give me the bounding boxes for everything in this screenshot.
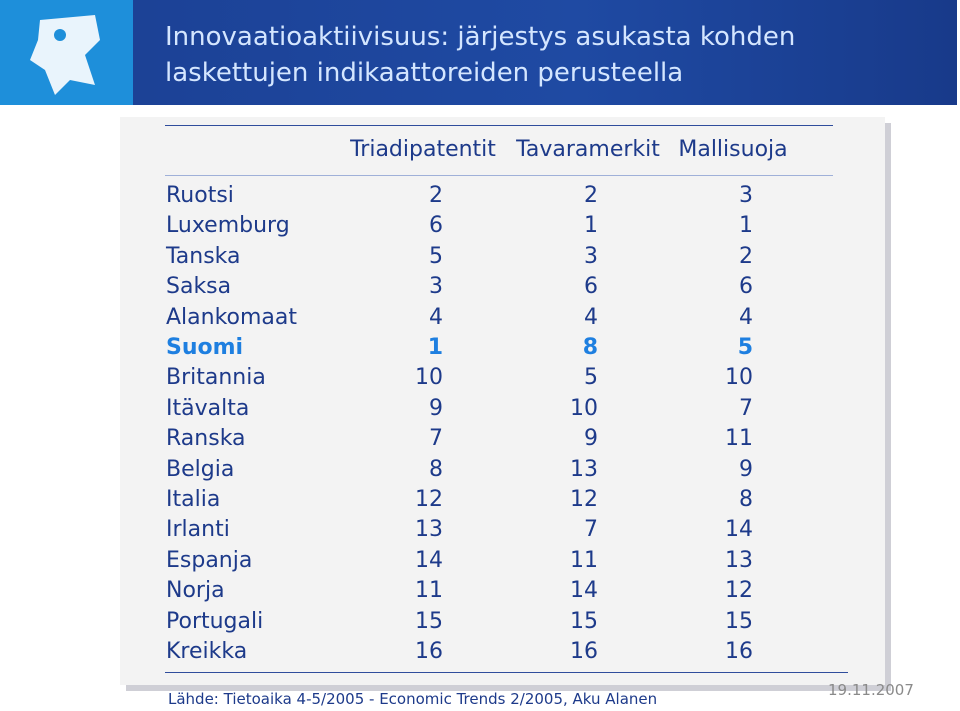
cell: 2 [429,183,443,208]
cell: 2 [584,183,598,208]
cell: 3 [429,274,443,300]
row-label: Espanja [166,547,253,573]
cell: 7 [429,426,443,452]
cell: 13 [570,456,598,482]
cell: 4 [739,304,753,330]
row-label: Portugali [166,608,264,634]
cell: 11 [415,578,443,604]
rule [165,125,833,126]
cell: 3 [739,183,753,208]
table-panel [120,117,885,685]
row-label: Irlanti [166,517,230,543]
row-label: Ruotsi [166,183,234,208]
cell: 4 [429,304,443,330]
row-label: Kreikka [166,639,248,664]
row-label: Britannia [166,365,266,391]
cell: 12 [725,578,753,604]
rule [165,175,833,176]
cell: 15 [415,608,443,634]
cell: 11 [570,547,598,573]
cell: 6 [584,274,598,300]
title: Innovaatioaktiivisuus: järjestys asukast… [165,22,796,52]
cell: 11 [725,426,753,452]
cell: 15 [725,608,753,634]
cell: 16 [725,639,753,664]
title: laskettujen indikaattoreiden perusteella [165,58,684,88]
cell: 12 [570,487,598,512]
cell: 9 [584,426,598,452]
cell: 16 [415,639,443,664]
row-label: Alankomaat [166,304,298,330]
cell: 1 [427,335,443,360]
cell: 1 [584,213,598,239]
cell: 9 [429,395,443,421]
cell: 9 [739,456,753,482]
row-label: Norja [166,578,225,604]
cell: 5 [584,365,598,391]
cell: 12 [415,487,443,512]
cell: 14 [415,547,443,573]
cell: 7 [584,517,598,543]
cell: 10 [415,365,443,391]
cell: 8 [429,456,443,482]
cell: 5 [737,335,753,360]
row-label: Italia [166,487,221,512]
cell: 6 [739,274,753,300]
cell: 3 [584,243,598,269]
cell: 13 [415,517,443,543]
cell: 14 [570,578,598,604]
cell: 2 [739,243,753,269]
cell: 8 [582,335,598,360]
cell: 13 [725,547,753,573]
column-header: Triadipatentit [350,137,496,162]
cell: 15 [570,608,598,634]
row-label: Tanska [166,243,241,269]
row-label: Saksa [166,274,232,300]
header-bar [0,0,957,105]
row-label: Suomi [166,335,244,360]
cell: 8 [739,487,753,512]
cell: 10 [570,395,598,421]
cell: 6 [429,213,443,239]
rule [165,672,848,673]
cell: 5 [429,243,443,269]
row-label: Itävalta [166,395,250,421]
row-label: Luxemburg [166,213,290,239]
row-label: Belgia [166,456,235,482]
cell: 16 [570,639,598,664]
cell: 10 [725,365,753,391]
cell: 4 [584,304,598,330]
row-label: Ranska [166,426,246,452]
column-header: Mallisuoja [678,137,788,162]
column-header: Tavaramerkit [516,137,660,162]
logo [0,0,133,105]
source: Lähde: Tietoaika 4-5/2005 - Economic Tre… [168,690,658,708]
logo-icon [30,15,100,95]
cell: 1 [739,213,753,239]
cell: 14 [725,517,753,543]
cell: 7 [739,395,753,421]
date: 19.11.2007 [828,681,914,699]
